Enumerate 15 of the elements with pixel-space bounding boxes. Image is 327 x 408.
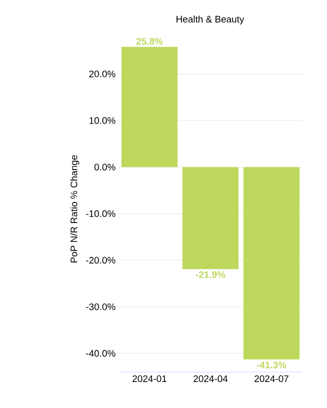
y-tick-label: 20.0% (89, 70, 116, 78)
chart-title: Health & Beauty (176, 16, 244, 24)
y-tick-label: 10.0% (90, 117, 116, 124)
x-tick-label: 2024-04 (194, 375, 228, 382)
y-tick-label: -30.0% (86, 303, 116, 310)
x-tick-label: 2024-07 (254, 375, 288, 382)
data-label: -21.9% (196, 271, 226, 278)
data-label: 25.8% (136, 38, 163, 45)
data-label: -41.3% (256, 362, 286, 368)
y-tick-label: -40.0% (86, 350, 116, 357)
y-tick-label: 0.0% (94, 164, 116, 170)
y-tick-label: -20.0% (86, 256, 116, 264)
x-tick-label: 2024-01 (132, 375, 166, 382)
y-tick-label: -10.0% (86, 210, 116, 218)
y-axis-title: PoP N/R Ratio % Change (70, 155, 80, 262)
